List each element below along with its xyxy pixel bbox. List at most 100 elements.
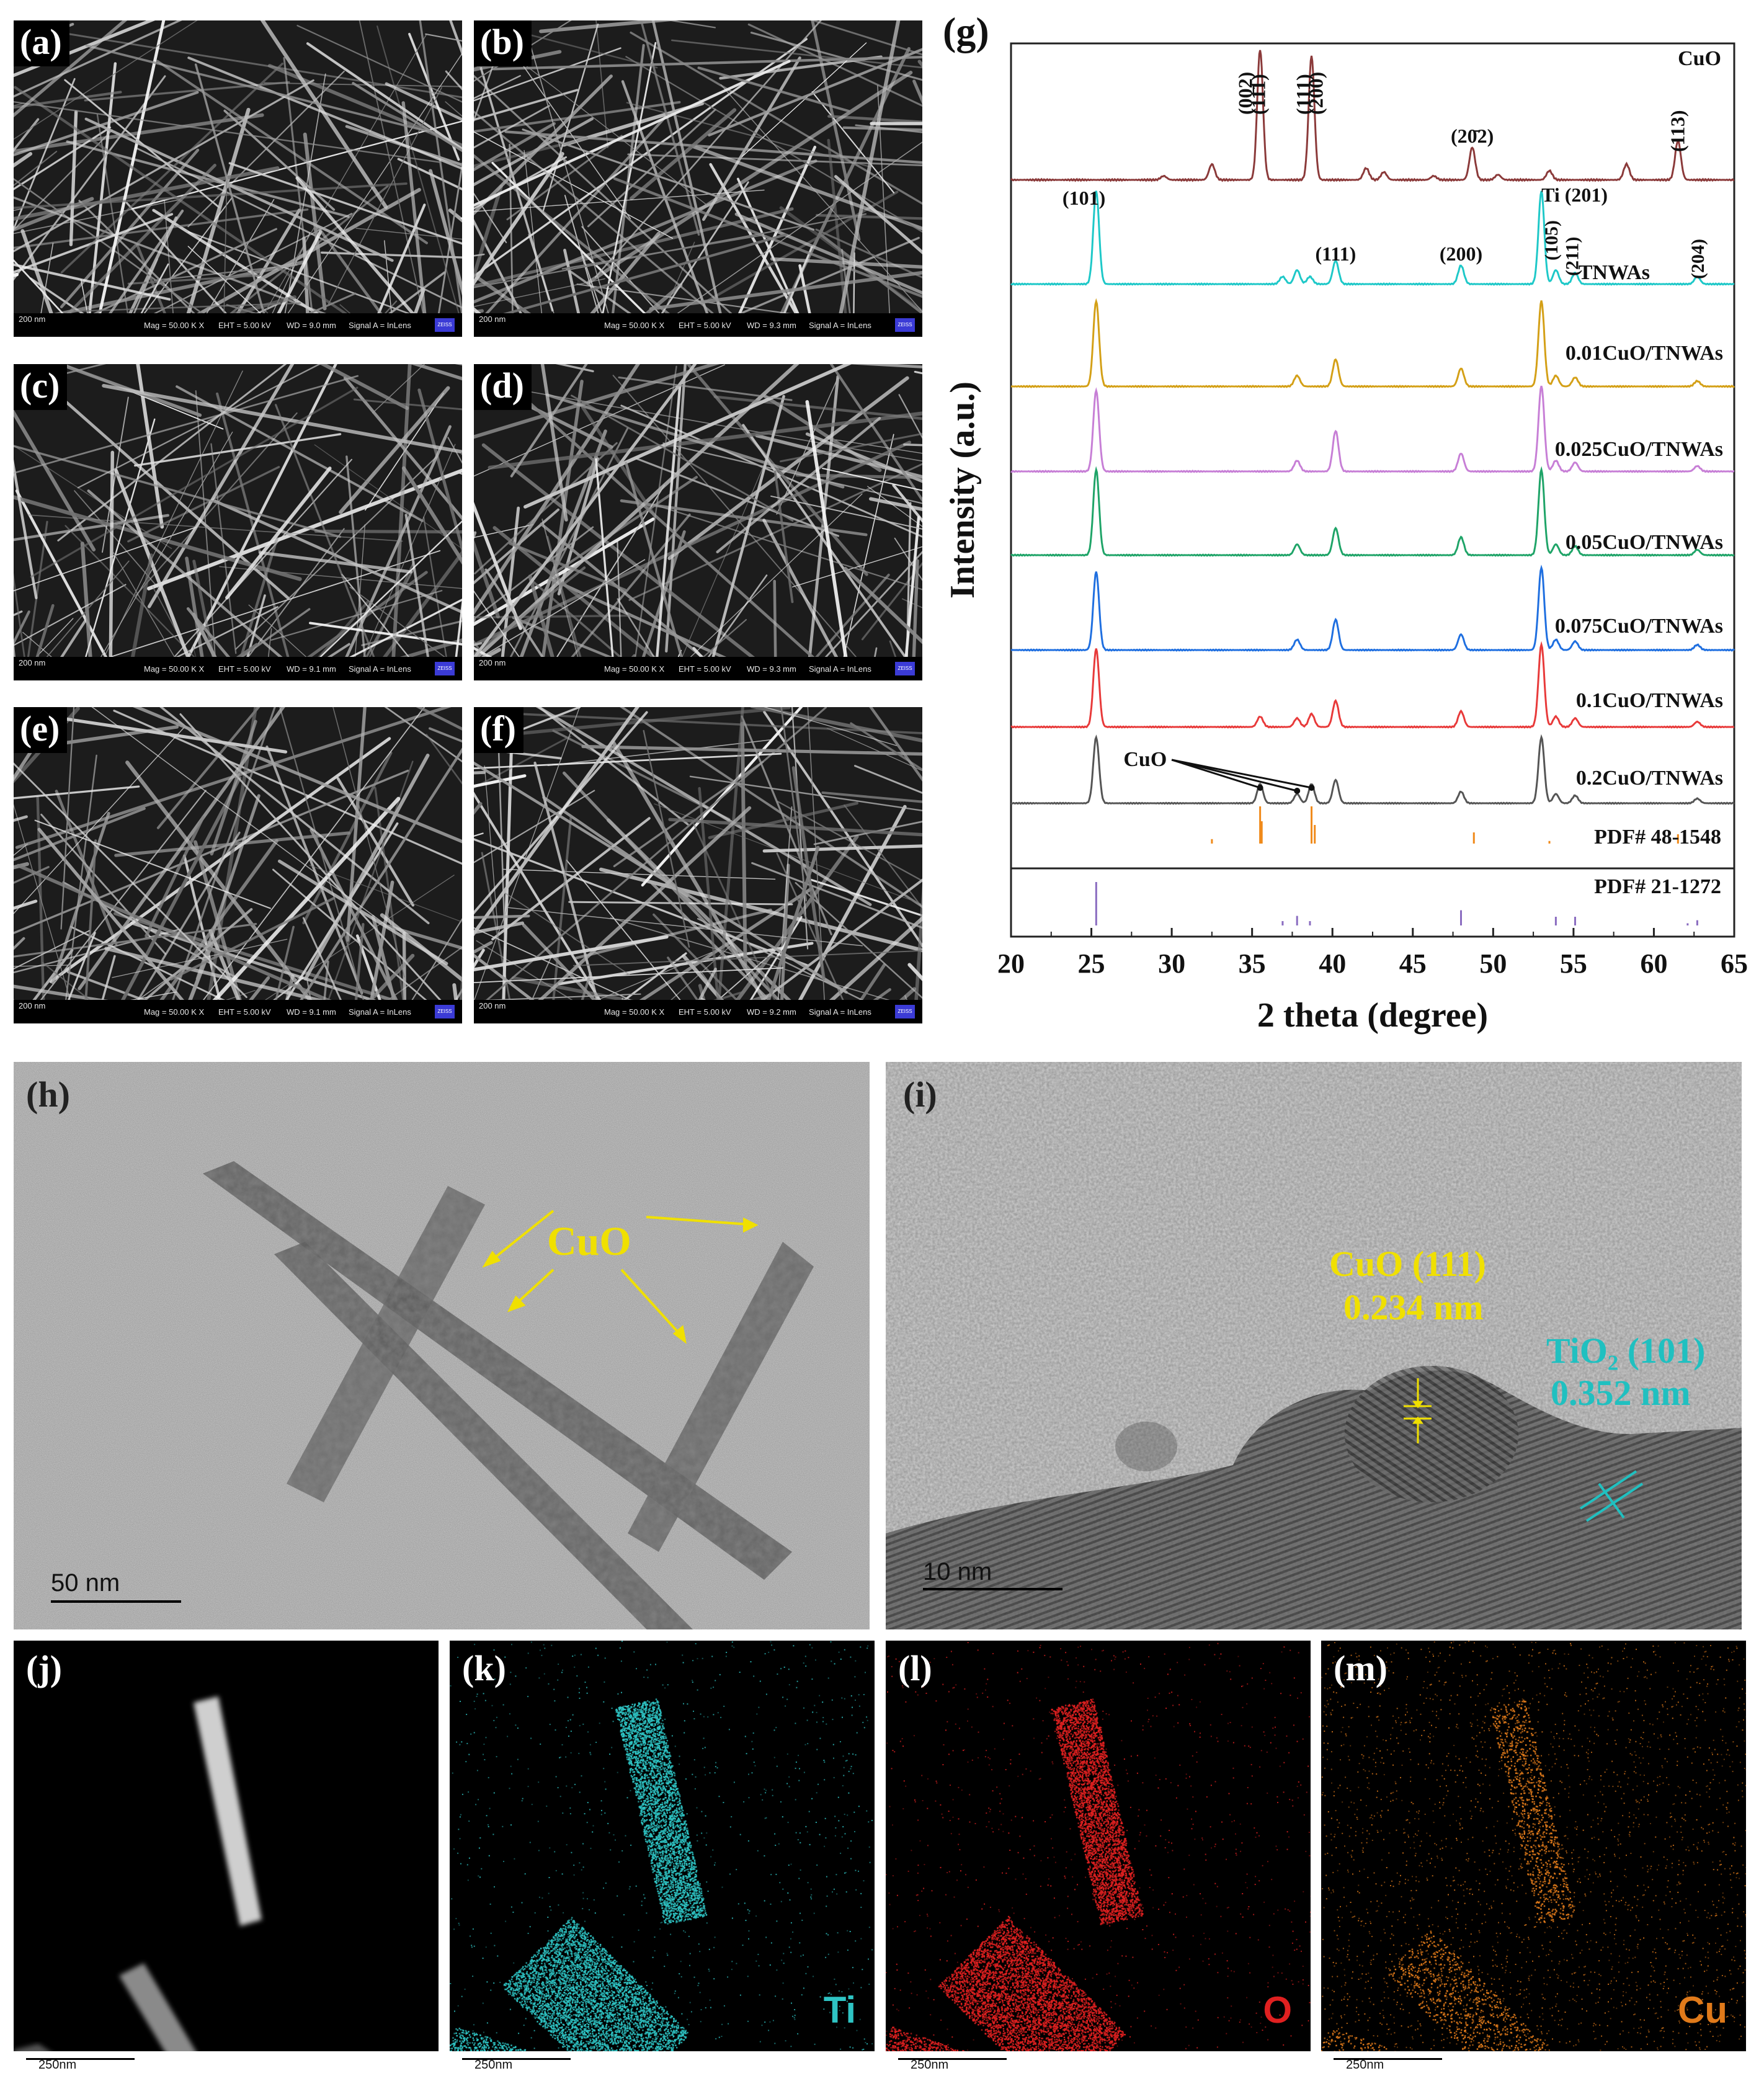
- x-tick-label: 50: [1479, 948, 1507, 979]
- scale-text: 200 nm: [19, 1001, 45, 1010]
- panel-label: (a): [14, 20, 69, 66]
- cuo-annotation: CuO: [547, 1218, 631, 1265]
- panel-label: (m): [1327, 1647, 1395, 1693]
- eds-panel-l: (l) O 250nm: [886, 1641, 1311, 2069]
- y-axis-label: Intensity (a.u.): [943, 381, 982, 599]
- signal-text: Signal A = InLens: [809, 321, 871, 330]
- series-label: CuO: [1678, 47, 1721, 70]
- peak-label: (105): [1541, 220, 1562, 261]
- haadf-image: [14, 1696, 262, 2069]
- scale-text: 200 nm: [479, 658, 506, 667]
- sem-info-bar: 200 nm Mag = 50.00 K X EHT = 5.00 kV WD …: [474, 313, 922, 337]
- eds-panel-k: (k) Ti 250nm: [450, 1641, 875, 2069]
- sem-info-bar: 200 nm Mag = 50.00 K X EHT = 5.00 kV WD …: [474, 1000, 922, 1023]
- sem-info-bar: 200 nm Mag = 50.00 K X EHT = 5.00 kV WD …: [474, 657, 922, 680]
- zeiss-logo: ZEISS: [895, 318, 915, 332]
- mag-text: Mag = 50.00 K X: [604, 664, 664, 674]
- panel-label: (d): [474, 364, 532, 410]
- scale-text: 10 nm: [923, 1558, 992, 1586]
- peak-label: (111): [1292, 74, 1314, 115]
- hrtem-panel-i: (i) CuO (111) 0.234 nm TiO₂ (101) 0.352 …: [886, 1062, 1742, 1629]
- peak-label: (204): [1688, 239, 1708, 279]
- x-tick-label: 30: [1158, 948, 1185, 979]
- tio2-spacing-marker: [1579, 1470, 1644, 1522]
- wd-text: WD = 9.2 mm: [747, 1007, 796, 1017]
- sem-info-bar: 200 nm Mag = 50.00 K X EHT = 5.00 kV WD …: [14, 657, 462, 680]
- tio2-plane-label: TiO₂ (101): [1546, 1330, 1705, 1371]
- scale-text: 200 nm: [19, 658, 45, 667]
- series-tnwas: [1010, 190, 1735, 286]
- mag-text: Mag = 50.00 K X: [604, 1007, 664, 1017]
- panel-label: (c): [14, 364, 68, 410]
- scale-strip: [14, 2051, 439, 2069]
- series-label: 0.025CuO/TNWAs: [1555, 438, 1723, 461]
- nanorods: [203, 1161, 814, 1629]
- zeiss-logo: ZEISS: [435, 1005, 455, 1018]
- eht-text: EHT = 5.00 kV: [218, 1007, 271, 1017]
- series-0-075cuo-tnwas: [1010, 564, 1735, 652]
- scale-text: 50 nm: [51, 1569, 120, 1597]
- series-0-1cuo-tnwas: [1010, 641, 1735, 729]
- series-label: 0.075CuO/TNWAs: [1555, 615, 1723, 638]
- wd-text: WD = 9.3 mm: [747, 664, 796, 674]
- peak-label: (101): [1062, 187, 1105, 209]
- x-tick-label: 35: [1239, 948, 1266, 979]
- sem-panel-f: (f) 200 nm Mag = 50.00 K X EHT = 5.00 kV…: [474, 707, 922, 1023]
- signal-text: Signal A = InLens: [349, 664, 411, 674]
- pdf-label: PDF# 48-1548: [1594, 826, 1721, 849]
- panel-label: (e): [14, 707, 68, 753]
- series-0-05cuo-tnwas: [1010, 466, 1735, 557]
- cu-map: [1321, 1641, 1746, 2069]
- xrd-chart: 20 25 30 35 40 45 50 55 60 65 2 theta (degree) Inte…: [943, 9, 1748, 1035]
- zeiss-logo: ZEISS: [895, 1005, 915, 1018]
- sem-image: [474, 364, 922, 680]
- wd-text: WD = 9.3 mm: [747, 321, 796, 330]
- tem-panel-h: (h) CuO 50 nm: [14, 1062, 870, 1629]
- eds-panel-m: (m) Cu 250nm: [1321, 1641, 1746, 2069]
- scale-strip: [886, 2051, 1311, 2069]
- series-label: 0.2CuO/TNWAs: [1576, 767, 1723, 790]
- eht-text: EHT = 5.00 kV: [679, 1007, 731, 1017]
- sem-image: [14, 20, 462, 337]
- signal-text: Signal A = InLens: [349, 1007, 411, 1017]
- panel-label: (b): [474, 20, 532, 66]
- x-tick-label: 45: [1399, 948, 1427, 979]
- sem-image: [14, 364, 462, 680]
- xrd-panel-g: 20 25 30 35 40 45 50 55 60 65 2 theta (degree) Inte…: [930, 0, 1764, 1054]
- series-label: TNWAs: [1579, 261, 1650, 284]
- scale-text: 250nm: [38, 2058, 76, 2069]
- scale-strip: [450, 2051, 875, 2069]
- signal-text: Signal A = InLens: [809, 664, 871, 674]
- peak-label: (11̄1): [1247, 74, 1269, 115]
- x-axis-label: 2 theta (degree): [1257, 996, 1488, 1035]
- sem-panel-d: (d) 200 nm Mag = 50.00 K X EHT = 5.00 kV…: [474, 364, 922, 680]
- tio2-spacing-label: 0.352 nm: [1551, 1372, 1691, 1414]
- peak-label: (20̄2): [1451, 125, 1494, 147]
- panel-label: (l): [892, 1647, 940, 1693]
- peak-label: (211): [1562, 237, 1583, 276]
- cuo-arrows: [482, 1210, 759, 1344]
- scale-text: 200 nm: [479, 314, 506, 324]
- series-label: 0.01CuO/TNWAs: [1566, 342, 1723, 365]
- scale-bar: [26, 2058, 135, 2060]
- eht-text: EHT = 5.00 kV: [679, 664, 731, 674]
- wd-text: WD = 9.1 mm: [287, 1007, 336, 1017]
- scale-bar: [1334, 2058, 1442, 2060]
- scale-text: 250nm: [474, 2058, 512, 2069]
- series-0-2cuo-tnwas: [1010, 734, 1735, 805]
- cuo-plane-label: CuO (111): [1329, 1243, 1486, 1285]
- scale-text: 200 nm: [19, 314, 45, 324]
- sem-panel-c: (c) 200 nm Mag = 50.00 K X EHT = 5.00 kV…: [14, 364, 462, 680]
- mag-text: Mag = 50.00 K X: [144, 1007, 204, 1017]
- element-label: Ti: [824, 1989, 856, 2031]
- sem-image: [14, 707, 462, 1023]
- series-label: 0.05CuO/TNWAs: [1566, 531, 1723, 554]
- element-label: O: [1263, 1989, 1292, 2031]
- hrtem-image: [886, 1062, 1742, 1629]
- sem-panel-a: (a) 200 nm Mag = 50.00 K X EHT = 5.00 kV…: [14, 20, 462, 337]
- sem-panel-e: (e) 200 nm Mag = 50.00 K X EHT = 5.00 kV…: [14, 707, 462, 1023]
- peak-label: Ti (201): [1541, 184, 1608, 206]
- sem-info-bar: 200 nm Mag = 50.00 K X EHT = 5.00 kV WD …: [14, 313, 462, 337]
- peak-label: (200): [1440, 243, 1482, 265]
- sem-image: [474, 707, 922, 1023]
